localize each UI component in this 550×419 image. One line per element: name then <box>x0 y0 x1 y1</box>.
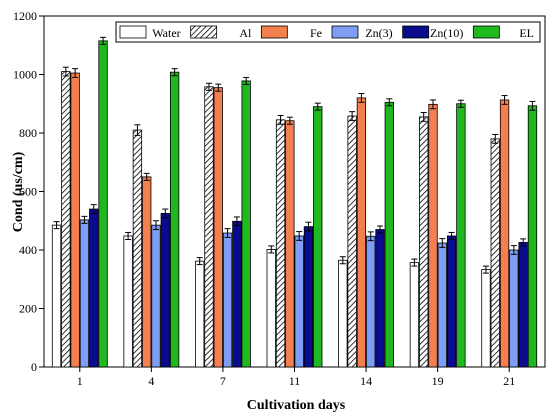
y-tick-label: 400 <box>19 243 37 257</box>
legend-swatch <box>119 25 147 39</box>
bar-water-day-1 <box>51 224 62 368</box>
bar-fe-day-4 <box>142 176 152 368</box>
legend-label: Al <box>239 26 252 40</box>
x-axis-title: Cultivation days <box>247 398 346 413</box>
bar-el-day-19 <box>456 103 466 368</box>
bar-el-day-21 <box>527 105 538 368</box>
bar-fe-day-19 <box>428 103 438 368</box>
bar-water-day-11 <box>266 249 276 368</box>
bar-al-day-11 <box>275 119 286 368</box>
legend-label: EL <box>519 26 534 40</box>
bar-zn-3-day-14 <box>366 235 376 368</box>
error-bars-group <box>53 36 536 274</box>
bar-al-day-21 <box>490 138 500 368</box>
y-tick-label: 800 <box>19 126 37 140</box>
bar-water-day-4 <box>123 235 133 368</box>
bar-zn-3-day-7 <box>222 232 233 368</box>
bar-zn-10-day-19 <box>446 235 457 368</box>
bar-al-day-1 <box>61 71 71 368</box>
bar-zn-10-day-1 <box>89 208 99 368</box>
bar-zn-10-day-11 <box>303 226 314 368</box>
legend-label: Fe <box>310 26 322 40</box>
bar-zn-10-day-14 <box>375 229 385 368</box>
legend-box <box>115 21 541 43</box>
bar-el-day-7 <box>241 80 251 368</box>
bar-zn-10-day-7 <box>232 220 242 368</box>
x-tick-label: 11 <box>289 374 301 388</box>
bar-al-day-14 <box>347 115 357 368</box>
x-tick-label: 1 <box>77 374 83 388</box>
legend-swatch <box>472 25 500 39</box>
x-tick-label: 7 <box>220 374 226 388</box>
legend-label: Zn(3) <box>365 26 392 40</box>
legend-swatch <box>190 25 218 39</box>
x-tick-label: 19 <box>432 374 444 388</box>
y-tick-label: 0 <box>31 360 37 374</box>
bars-group <box>51 40 538 368</box>
bar-al-day-4 <box>132 129 143 368</box>
bar-zn-10-day-21 <box>518 241 528 368</box>
bar-fe-day-11 <box>285 120 295 368</box>
bar-zn-3-day-21 <box>509 249 519 368</box>
bar-el-day-14 <box>384 101 394 368</box>
x-tick-label: 21 <box>503 374 515 388</box>
bar-water-day-14 <box>338 259 348 368</box>
bar-fe-day-21 <box>499 99 510 368</box>
bar-el-day-11 <box>313 106 323 368</box>
y-tick-label: 1200 <box>13 9 37 23</box>
bar-fe-day-7 <box>213 87 223 368</box>
legend-label: Zn(10) <box>430 26 463 40</box>
bar-zn-3-day-4 <box>151 224 161 368</box>
bar-water-day-21 <box>481 269 491 368</box>
y-tick-label: 1000 <box>13 68 37 82</box>
bar-water-day-19 <box>409 262 420 368</box>
y-tick-label: 200 <box>19 302 37 316</box>
bar-zn-3-day-19 <box>437 242 447 368</box>
legend: Water Al Fe Zn(3) Zn(10) EL <box>115 21 541 43</box>
y-axis-title: Cond (us/cm) <box>11 151 26 232</box>
legend-swatch <box>260 25 288 39</box>
bar-el-day-4 <box>169 71 180 368</box>
legend-swatch <box>402 25 430 39</box>
bar-al-day-19 <box>419 116 429 368</box>
legend-swatch <box>331 25 359 39</box>
bar-water-day-7 <box>195 260 205 368</box>
x-tick-label: 14 <box>360 374 372 388</box>
bar-zn-10-day-4 <box>160 213 170 368</box>
bar-fe-day-1 <box>70 72 80 368</box>
legend-label: Water <box>152 26 180 40</box>
bar-el-day-1 <box>98 40 108 368</box>
y-tick-label: 600 <box>19 185 37 199</box>
bar-fe-day-14 <box>356 97 367 368</box>
bar-zn-3-day-1 <box>79 219 90 368</box>
bar-zn-3-day-11 <box>294 235 304 368</box>
x-tick-label: 4 <box>148 374 154 388</box>
bar-al-day-7 <box>204 86 214 368</box>
